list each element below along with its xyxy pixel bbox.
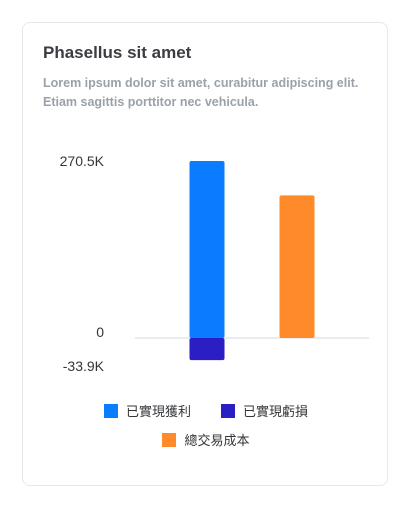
legend-row: 已實現獲利 已實現虧損 [23,401,389,420]
card-title: Phasellus sit amet [43,43,192,62]
legend-swatch [162,432,177,447]
legend-row: 總交易成本 [23,430,389,449]
y-tick-label: -33.9K [63,358,105,374]
card-description: Lorem ipsum dolor sit amet, curabitur ad… [43,76,359,109]
legend-item[interactable]: 已實現虧損 [221,401,308,420]
bar-1-0[interactable] [189,338,225,361]
legend-label: 已實現獲利 [125,404,191,419]
legend-item[interactable]: 已實現獲利 [103,401,191,420]
legend-swatch [103,403,118,418]
chart-card: Phasellus sit amet Lorem ipsum dolor sit… [22,22,388,486]
bar-chart: 270.5K 0 -33.9K [60,153,369,374]
legend-label: 已實現虧損 [243,404,309,419]
legend-label: 總交易成本 [184,433,250,448]
y-tick-label: 270.5K [60,153,105,169]
legend-item[interactable]: 總交易成本 [162,430,250,449]
bar-2-0[interactable] [279,195,315,338]
legend-swatch [221,403,235,418]
y-tick-label: 0 [96,324,104,340]
bar-0-0[interactable] [189,161,225,338]
chart-legend: 已實現獲利 已實現虧損總交易成本 [23,401,389,459]
